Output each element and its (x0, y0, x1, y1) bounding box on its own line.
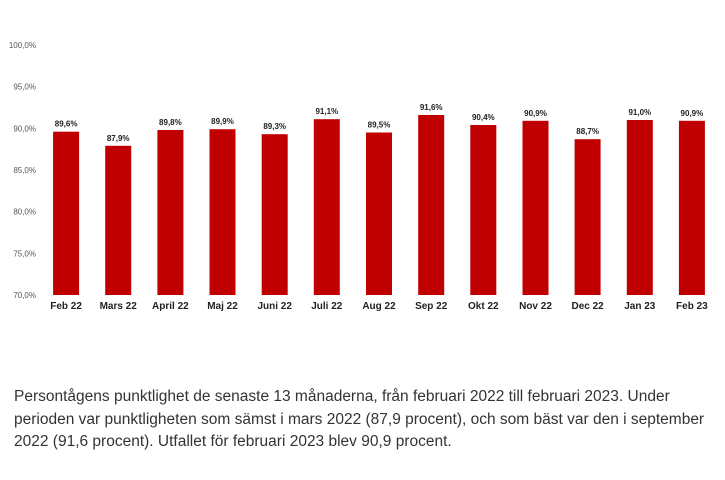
bars (53, 115, 705, 295)
y-tick-label: 95,0% (13, 83, 36, 92)
x-tick-label: Feb 22 (50, 301, 82, 312)
bar (574, 139, 601, 295)
data-label: 89,9% (211, 117, 234, 126)
y-tick-label: 80,0% (13, 208, 36, 217)
data-label: 88,7% (576, 127, 599, 136)
bar-chart: 70,0% 75,0% 80,0% 85,0% 90,0% 95,0% 100,0% 89,… (9, 41, 708, 312)
y-tick-label: 90,0% (13, 124, 36, 133)
data-label: 91,6% (420, 103, 443, 112)
y-axis: 70,0% 75,0% 80,0% 85,0% 90,0% 95,0% 100,0% (9, 41, 36, 300)
bar (366, 132, 392, 295)
y-tick-label: 100,0% (9, 41, 36, 50)
x-tick-label: Okt 22 (468, 301, 499, 312)
bar (157, 130, 184, 295)
data-label: 90,9% (524, 109, 547, 118)
bar (522, 120, 549, 295)
data-label: 89,3% (263, 122, 286, 131)
y-tick-label: 75,0% (13, 249, 36, 258)
x-tick-label: Juli 22 (311, 301, 343, 312)
bar (261, 134, 288, 295)
x-axis: Feb 22 Mars 22 April 22 Maj 22 Juni 22 Juli 2… (50, 301, 708, 312)
data-label: 90,9% (681, 109, 704, 118)
x-tick-label: Sep 22 (415, 301, 448, 312)
x-tick-label: Aug 22 (362, 301, 396, 312)
bar (470, 125, 497, 295)
chart-caption: Persontågens punktlighet de senaste 13 m… (14, 388, 705, 450)
bar (53, 131, 80, 295)
x-tick-label: Dec 22 (571, 301, 604, 312)
data-label: 89,5% (368, 121, 391, 130)
data-label: 89,8% (159, 118, 182, 127)
data-label: 91,0% (628, 108, 651, 117)
x-tick-label: Maj 22 (207, 301, 238, 312)
bar (418, 115, 445, 295)
x-tick-label: Nov 22 (519, 301, 552, 312)
x-tick-label: April 22 (152, 301, 189, 312)
bar (678, 120, 705, 295)
bar (626, 120, 653, 295)
bar (209, 129, 236, 295)
data-label: 90,4% (472, 113, 495, 122)
data-labels: 89,6% 87,9% 89,8% 89,9% 89,3% 91,1% 89,5% 91,6%… (55, 103, 703, 143)
bar (313, 119, 340, 295)
y-tick-label: 70,0% (13, 291, 36, 300)
x-tick-label: Jan 23 (624, 301, 656, 312)
y-tick-label: 85,0% (13, 166, 36, 175)
x-tick-label: Juni 22 (257, 301, 292, 312)
data-label: 91,1% (315, 107, 338, 116)
bar (105, 145, 132, 295)
x-tick-label: Feb 23 (676, 301, 708, 312)
x-tick-label: Mars 22 (100, 301, 138, 312)
data-label: 89,6% (55, 120, 78, 129)
data-label: 87,9% (107, 134, 130, 143)
